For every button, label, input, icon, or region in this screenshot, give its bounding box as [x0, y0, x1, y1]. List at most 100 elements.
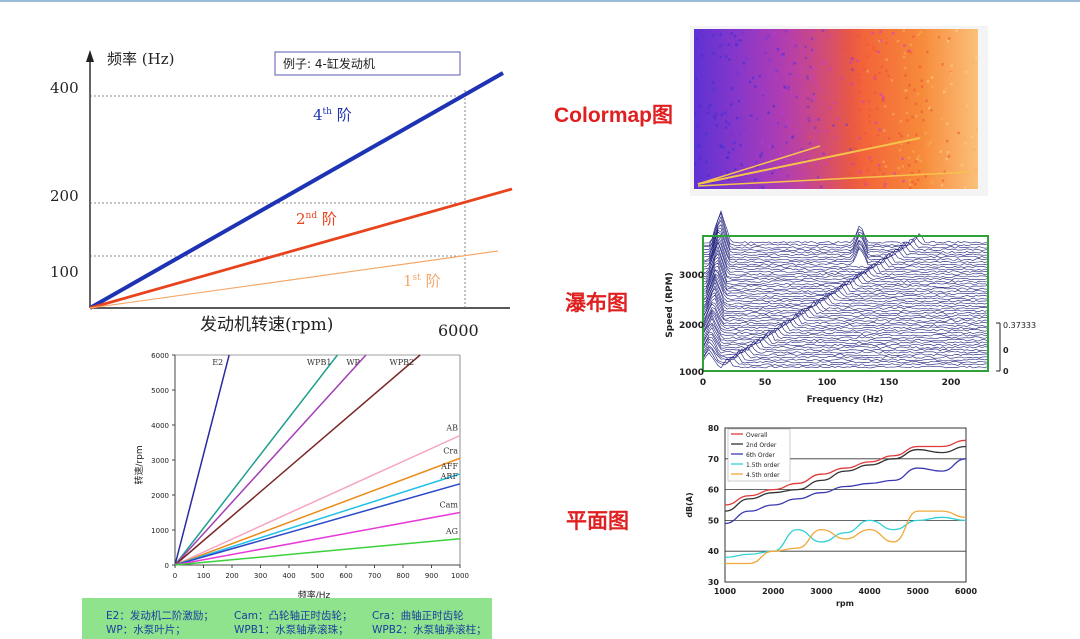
colormap-cell — [939, 150, 942, 153]
colormap-cell — [926, 80, 930, 83]
caption-wp: WP：水泵叶片； — [106, 624, 186, 636]
ytick-400: 400 — [50, 79, 79, 97]
colormap-cell — [739, 133, 742, 137]
colormap-cell — [941, 63, 944, 66]
colormap-cell — [742, 61, 746, 65]
colormap-cell — [905, 111, 909, 115]
colormap-cell — [811, 67, 815, 70]
planar-legend-1-5th-order: 1.5th order — [746, 462, 780, 469]
fr-line-cra — [174, 457, 461, 566]
waterfall-trace — [702, 334, 989, 352]
colormap-cell — [916, 157, 920, 161]
colormap-cell — [820, 185, 823, 189]
colormap-cell — [919, 30, 922, 34]
colormap-cell — [850, 100, 854, 103]
colormap-cell — [914, 160, 918, 163]
waterfall-scale-max: 0.37333 — [1003, 321, 1036, 330]
planar-y-label: dB(A) — [685, 492, 694, 517]
colormap-cell — [745, 57, 748, 60]
colormap-cell — [829, 158, 833, 161]
colormap-cell — [920, 79, 923, 82]
colormap-cell — [696, 143, 700, 147]
colormap-cell — [768, 59, 772, 62]
colormap-cell — [829, 106, 833, 110]
planar-line-overall — [724, 439, 967, 506]
colormap-cell — [858, 90, 862, 93]
colormap-cell — [740, 116, 743, 120]
colormap-cell — [820, 59, 824, 63]
fr-label-aff: AFF — [440, 462, 458, 471]
colormap-cell — [871, 31, 874, 35]
colormap-cell — [915, 133, 918, 137]
colormap-cell — [805, 158, 808, 162]
colormap-cell — [760, 152, 763, 156]
planar-line-4-5th-order — [725, 510, 967, 565]
colormap-cell — [848, 173, 851, 176]
fr-label-wpb2: WPB2 — [390, 358, 415, 367]
colormap-cell — [696, 124, 700, 128]
colormap-cell — [731, 142, 734, 145]
colormap-cell — [878, 71, 881, 75]
colormap-cell — [974, 168, 978, 171]
colormap-order-line-3 — [697, 171, 971, 187]
waterfall-trace — [702, 348, 989, 366]
colormap-cell — [837, 101, 841, 104]
colormap-cell — [773, 32, 776, 35]
ytick-200: 200 — [50, 187, 79, 205]
waterfall-trace — [702, 341, 989, 359]
waterfall-trace — [702, 210, 989, 244]
colormap-cell — [767, 34, 770, 37]
colormap-cell — [854, 158, 858, 161]
colormap-cell — [742, 65, 746, 68]
planar-ytick-70: 70 — [708, 455, 720, 464]
waterfall-trace — [702, 231, 989, 261]
colormap-cell — [950, 82, 953, 86]
colormap-cell — [724, 120, 728, 123]
waterfall-frame — [702, 235, 989, 372]
colormap-cell — [781, 89, 785, 92]
waterfall-scale-min: 0 — [1003, 367, 1009, 376]
colormap-cell — [881, 99, 885, 102]
colormap-cell — [791, 135, 794, 139]
colormap-cell — [869, 144, 873, 148]
colormap-cell — [849, 61, 852, 64]
colormap-cell — [737, 71, 740, 74]
colormap-cell — [953, 94, 957, 98]
ytick-100: 100 — [50, 263, 79, 281]
colormap-cell — [790, 152, 793, 156]
waterfall-trace — [702, 273, 989, 298]
colormap-cell — [878, 163, 881, 167]
colormap-cell — [825, 162, 829, 165]
fr-xtick-500: 500 — [311, 572, 324, 580]
colormap-cell — [724, 126, 728, 129]
colormap-cell — [927, 142, 930, 146]
colormap-cell — [703, 99, 706, 102]
colormap-cell — [720, 113, 724, 116]
waterfall-trace — [702, 241, 989, 274]
colormap-cell — [907, 164, 911, 167]
colormap-cell — [866, 69, 869, 73]
colormap-cell — [814, 118, 817, 122]
colormap-cell — [929, 140, 933, 144]
colormap-cell — [881, 95, 885, 99]
colormap-cell — [833, 101, 837, 104]
planar-ytick-80: 80 — [708, 424, 720, 433]
waterfall-trace — [702, 297, 989, 320]
wf-xtick-50: 50 — [759, 378, 772, 388]
colormap-cell — [944, 87, 948, 91]
colormap-cell — [911, 115, 914, 119]
colormap-cell — [874, 49, 877, 52]
colormap-cell — [731, 133, 734, 136]
colormap-cell — [804, 45, 807, 49]
fr-label-ab: AB — [445, 424, 458, 433]
colormap-cell — [737, 99, 741, 103]
colormap-cell — [719, 55, 722, 59]
waterfall-trace — [702, 309, 989, 330]
colormap-cell — [784, 30, 788, 33]
colormap-cell — [728, 58, 731, 61]
colormap-cell — [770, 171, 774, 175]
example-label: 例子: 4-缸发动机 — [283, 56, 375, 71]
order-label-2nd: 2nd 阶 — [296, 210, 337, 228]
colormap-cell — [806, 74, 809, 78]
colormap-cell — [826, 129, 829, 133]
